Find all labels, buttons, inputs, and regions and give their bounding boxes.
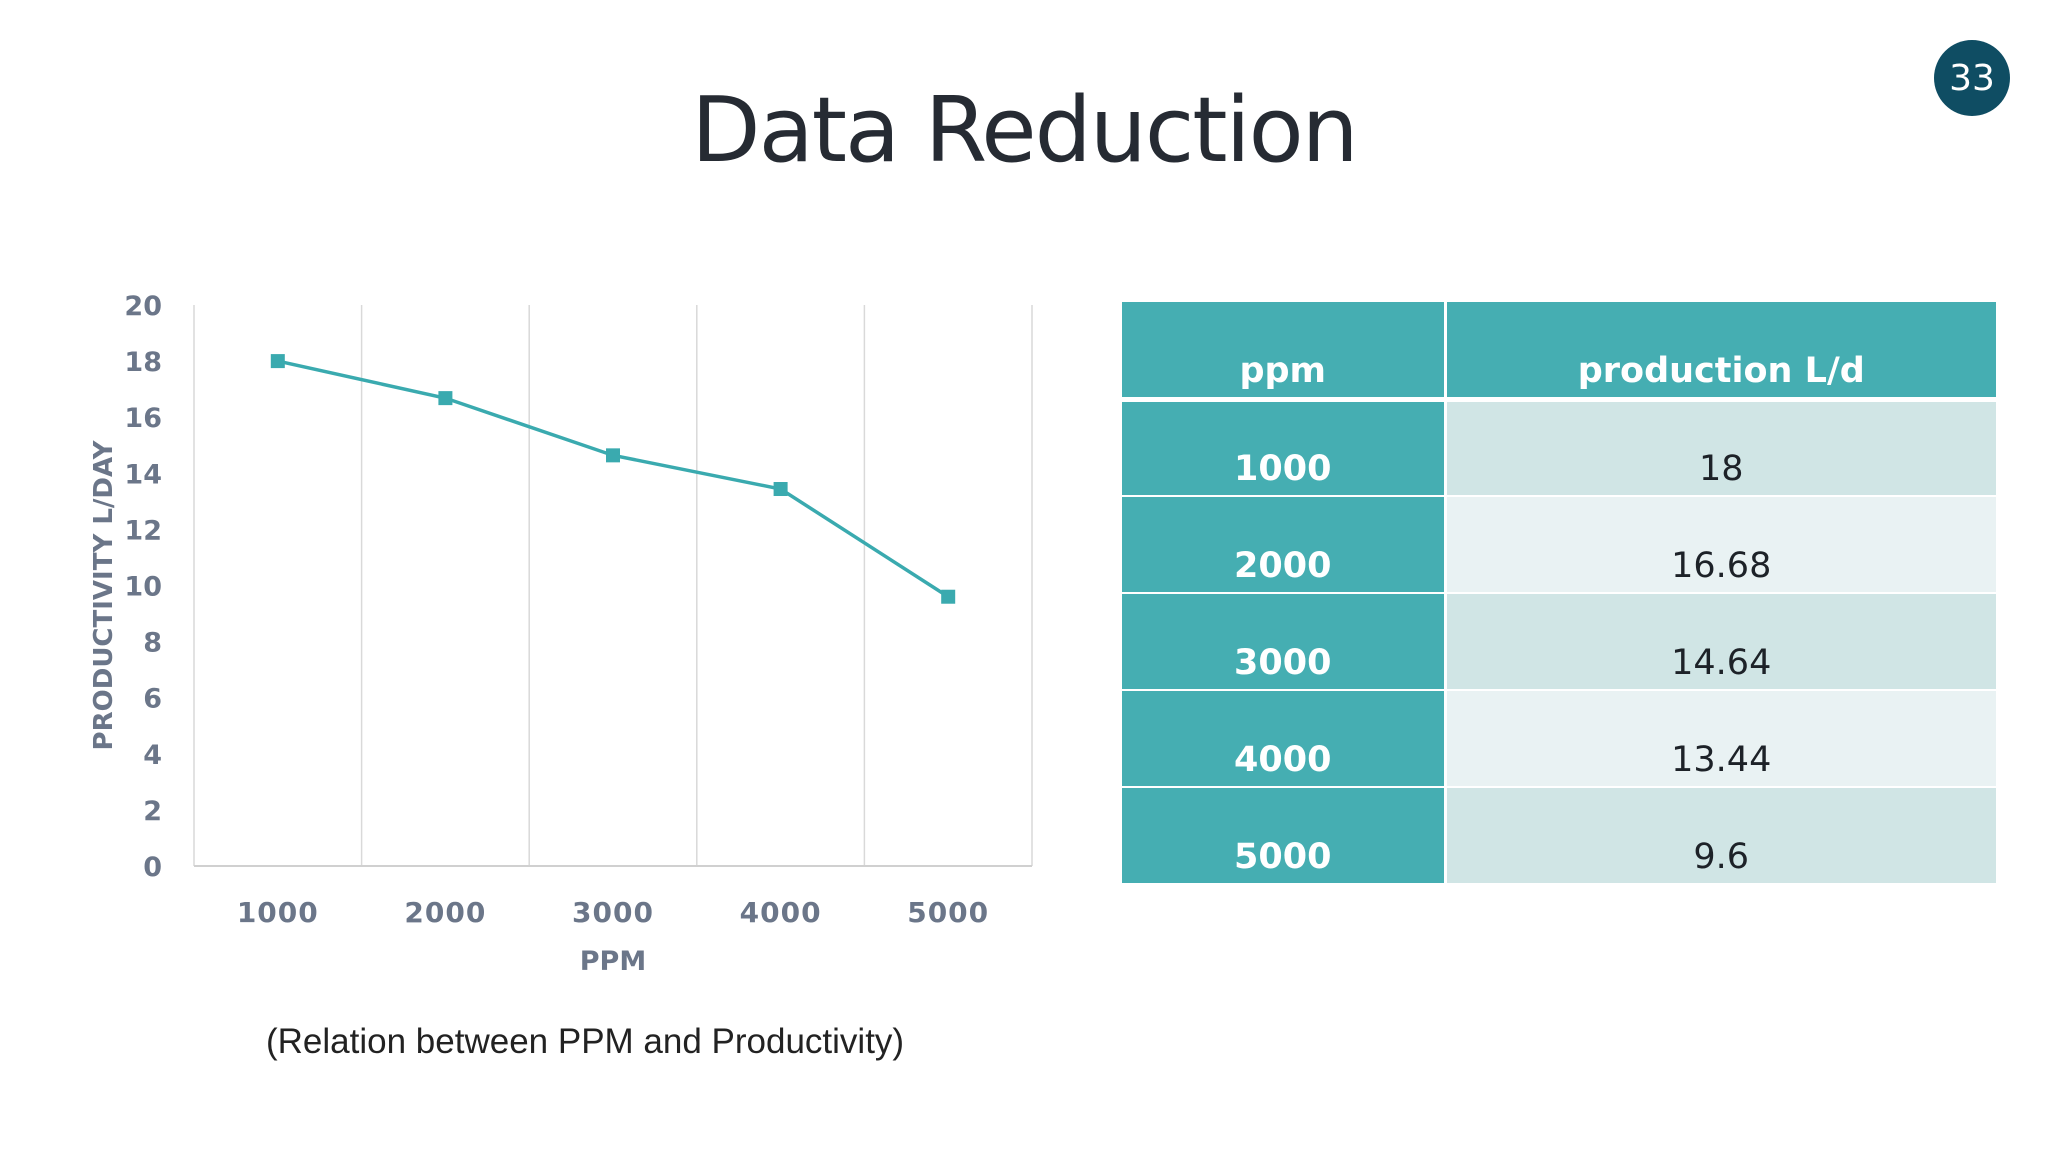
y-tick-label: 20 xyxy=(124,291,162,322)
table-cell-ppm: 4000 xyxy=(1122,690,1447,788)
y-tick-label: 6 xyxy=(143,684,162,715)
x-tick-label: 2000 xyxy=(404,896,486,929)
y-tick-label: 12 xyxy=(124,515,162,546)
x-tick-label: 5000 xyxy=(907,896,989,929)
table-header-ppm: ppm xyxy=(1122,302,1447,402)
table-cell-ppm: 2000 xyxy=(1122,496,1447,594)
series-line xyxy=(277,359,950,599)
table-cell-production: 16.68 xyxy=(1445,496,1996,594)
x-tick-label: 1000 xyxy=(237,896,319,929)
data-table: ppm production L/d 1000 18 2000 16.68 30… xyxy=(1122,302,1996,885)
table-row: 1000 18 xyxy=(1122,399,1996,497)
y-tick-label: 2 xyxy=(143,796,162,827)
y-tick-label: 4 xyxy=(143,740,162,771)
slide-title: Data Reduction xyxy=(691,78,1358,183)
y-tick-label: 18 xyxy=(124,347,162,378)
y-tick-label: 0 xyxy=(143,852,162,883)
line-chart: 0 2 4 6 8 10 12 14 16 18 20 1000 2000 3000 4000 5000 PPM… xyxy=(89,291,1033,977)
data-point-marker xyxy=(438,391,453,406)
y-tick-label: 14 xyxy=(124,459,162,490)
chart-caption: (Relation between PPM and Productivity) xyxy=(266,1022,905,1061)
data-point-marker xyxy=(773,482,788,497)
x-tick-label: 3000 xyxy=(572,896,654,929)
table-row: 2000 16.68 xyxy=(1122,496,1996,594)
table-header-production: production L/d xyxy=(1445,302,1996,402)
x-tick-label: 4000 xyxy=(740,896,822,929)
y-tick-label: 10 xyxy=(124,572,162,603)
data-point-marker xyxy=(606,448,620,463)
table-cell-production: 9.6 xyxy=(1445,787,1996,885)
table-header-row: ppm production L/d xyxy=(1122,302,1996,402)
table-row: 3000 14.64 xyxy=(1122,593,1996,691)
data-point-marker xyxy=(270,354,285,369)
table-row: 4000 13.44 xyxy=(1122,690,1996,788)
y-axis-title: PRODUCTIVITY L/DAY xyxy=(89,439,119,750)
page-number-badge: 33 xyxy=(1934,40,2010,116)
y-tick-label: 16 xyxy=(124,403,162,434)
x-axis-title: PPM xyxy=(580,946,646,977)
data-point-marker xyxy=(941,589,956,604)
table-cell-ppm: 1000 xyxy=(1122,399,1447,497)
table-cell-production: 18 xyxy=(1445,399,1996,497)
table-cell-ppm: 5000 xyxy=(1122,787,1447,885)
y-tick-label: 8 xyxy=(143,628,162,659)
table-row: 5000 9.6 xyxy=(1122,787,1996,885)
table-cell-ppm: 3000 xyxy=(1122,593,1447,691)
table-cell-production: 13.44 xyxy=(1445,690,1996,788)
table-cell-production: 14.64 xyxy=(1445,593,1996,691)
